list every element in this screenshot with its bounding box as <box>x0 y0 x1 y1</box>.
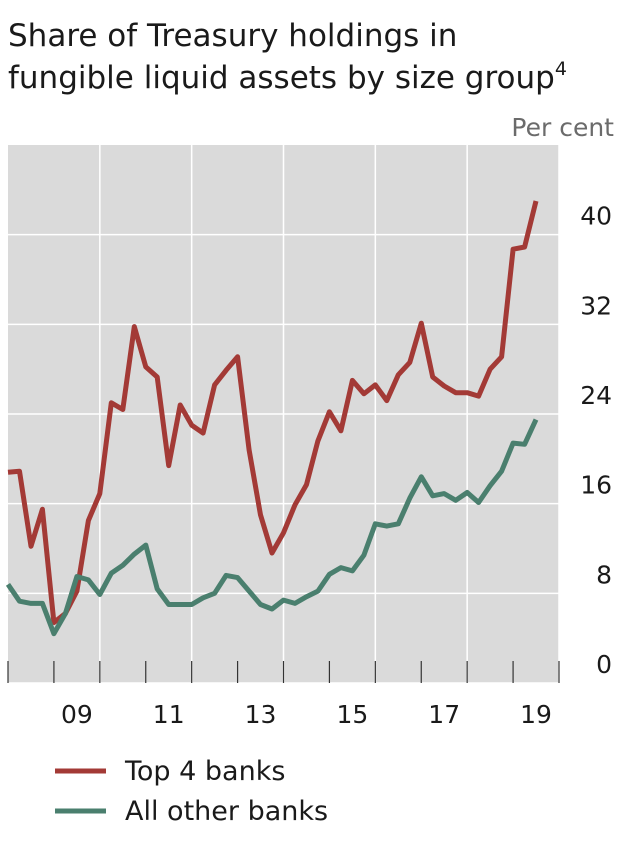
x-tick-label: 11 <box>153 700 185 729</box>
y-tick-label: 0 <box>596 650 612 679</box>
x-tick-label: 19 <box>520 700 552 729</box>
chart-title: Share of Treasury holdings in <box>8 18 457 54</box>
legend-label: Top 4 banks <box>124 756 285 787</box>
title-line: fungible liquid assets by size group <box>8 60 555 96</box>
data-line <box>5 418 539 637</box>
x-tick-label: 09 <box>61 700 93 729</box>
data-line <box>7 200 539 625</box>
y-unit: Per cent <box>511 113 614 142</box>
y-tick-label: 8 <box>596 560 612 589</box>
y-tick-label: 24 <box>580 381 612 410</box>
x-tick-label: 17 <box>428 700 460 729</box>
legend-label: All other banks <box>125 796 328 827</box>
chart-title: fungible liquid assets by size group4 <box>8 58 567 96</box>
y-tick-label: 32 <box>580 291 612 320</box>
title-note: 4 <box>555 58 567 80</box>
y-tick-label: 40 <box>580 202 612 231</box>
x-tick-label: 13 <box>245 700 277 729</box>
title-line: Share of Treasury holdings in <box>8 18 457 54</box>
x-tick-label: 15 <box>336 700 368 729</box>
y-tick-label: 16 <box>580 471 612 500</box>
